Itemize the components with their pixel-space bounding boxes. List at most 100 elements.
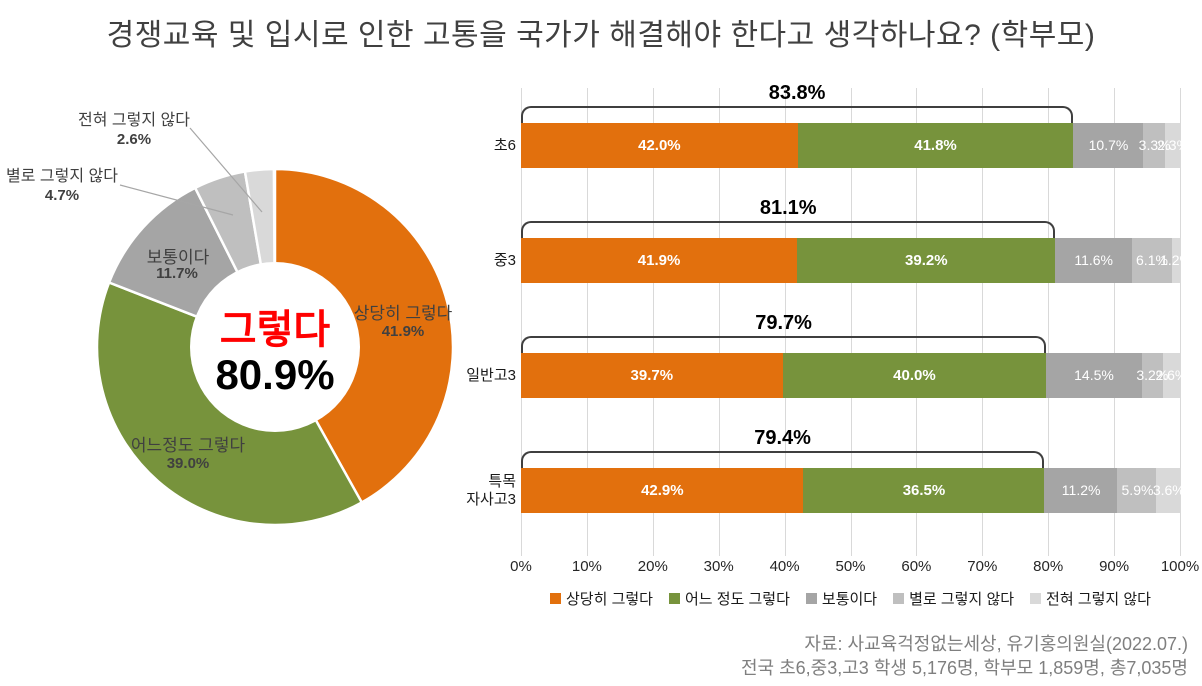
donut-value-strongly-disagree: 2.6%: [116, 131, 152, 148]
agree-total-label-0: 83.8%: [768, 82, 826, 104]
segment-label-2-3: 3.2%: [1136, 366, 1169, 383]
bar-segment-1-0: [521, 238, 798, 283]
bar-segment-1-4: [1172, 238, 1180, 283]
legend-item-4: 전혀 그렇지 않다: [1030, 588, 1151, 609]
bar-row-2: 39.7% 40.0% 14.5% 3.2% 2.6%: [521, 353, 1187, 398]
agree-total-label-2: 79.7%: [755, 312, 812, 334]
stacked-bar-chart: 0% 10% 20% 30% 40% 50% 60% 70% 80% 90% 100% 초6 83.8%…: [460, 80, 1202, 640]
legend-item-0: 상당히 그렇다: [550, 588, 653, 609]
axis-tick-30%: 30%: [703, 558, 734, 575]
gridline-100%: [1180, 88, 1181, 556]
segment-label-3-1: 36.5%: [902, 481, 946, 499]
segment-label-3-2: 11.2%: [1061, 481, 1101, 498]
gridline-20%: [652, 88, 654, 556]
segment-label-2-0: 39.7%: [630, 366, 674, 384]
donut-label-strongly-disagree: 전혀 그렇지 않다 2.6%: [74, 111, 194, 149]
bar-segment-0-0: [521, 123, 798, 168]
agree-total-bracket-2: [521, 336, 1047, 353]
segment-label-1-0: 41.9%: [637, 251, 681, 269]
axis-tick-60%: 60%: [901, 558, 932, 575]
bar-segment-3-1: [803, 468, 1044, 513]
axis-tick-0%: 0%: [510, 558, 532, 575]
segment-label-2-1: 40.0%: [893, 366, 936, 384]
bar-segment-3-3: [1117, 468, 1157, 513]
legend-label: 보통이다: [821, 591, 878, 608]
legend-label: 어느 정도 그렇다: [684, 591, 790, 608]
segment-label-3-3: 5.9%: [1121, 481, 1154, 498]
gridline-60%: [916, 88, 918, 556]
bar-segment-3-0: [521, 468, 804, 513]
donut-center-label: 그렇다: [219, 308, 331, 352]
segment-label-1-3: 6.1%: [1136, 251, 1168, 268]
axis-tick-70%: 70%: [967, 558, 998, 575]
legend: 상당히 그렇다 어느 정도 그렇다 보통이다 별로 그렇지 않다 전혀 그렇지 않다: [521, 588, 1180, 609]
bar-row-3: 42.9% 36.5% 11.2% 5.9% 3.6%: [521, 468, 1185, 513]
legend-item-1: 어느 정도 그렇다: [668, 588, 790, 609]
legend-label: 별로 그렇지 않다: [909, 591, 1015, 608]
bar-row-1: 41.9% 39.2% 11.6% 6.1% 1.2%: [521, 238, 1192, 283]
legend-item-3: 별로 그렇지 않다: [893, 588, 1014, 609]
agree-total-bracket-0: [521, 106, 1074, 123]
bar-segment-1-2: [1055, 238, 1132, 283]
segment-label-0-2: 10.7%: [1088, 136, 1129, 153]
segment-label-0-3: 3.3%: [1138, 136, 1171, 153]
bar-segment-1-1: [797, 238, 1056, 283]
source-line-1: 자료: 사교육걱정없는세상, 유기홍의원실(2022.07.): [804, 634, 1188, 654]
donut-value-somewhat-agree: 39.0%: [166, 455, 210, 472]
bar-segment-3-4: [1156, 468, 1181, 513]
segment-label-2-4: 2.6%: [1155, 366, 1188, 383]
donut-chart-svg: [95, 127, 455, 527]
leader-line-strongly-disagree: [189, 127, 263, 213]
legend-swatch-icon: [805, 593, 817, 604]
gridline-50%: [850, 88, 852, 556]
bar-segment-2-3: [1141, 353, 1163, 398]
legend-swatch-icon: [550, 593, 561, 604]
bar-segment-0-1: [797, 123, 1073, 168]
gridline-0%: [521, 88, 522, 556]
segment-label-0-0: 42.0%: [638, 136, 681, 154]
donut-label-strongly-disagree-text: 전혀 그렇지 않다: [78, 112, 190, 129]
axis-tick-80%: 80%: [1033, 558, 1064, 575]
bar-segment-0-3: [1143, 123, 1165, 168]
donut-hole: [190, 262, 360, 432]
donut-label-somewhat-disagree-text: 별로 그렇지 않다: [6, 168, 118, 185]
legend-label: 상당히 그렇다: [566, 591, 653, 608]
axis-tick-90%: 90%: [1099, 558, 1130, 575]
segment-label-0-1: 41.8%: [914, 136, 957, 154]
segment-label-3-0: 42.9%: [641, 481, 684, 499]
page-title: 경쟁교육 및 입시로 인한 고통을 국가가 해결해야 한다고 생각하나요? (학…: [106, 19, 1096, 52]
gridline-40%: [784, 88, 786, 556]
gridline-30%: [718, 88, 720, 556]
agree-total-bracket-1: [521, 221, 1056, 238]
axis-tick-50%: 50%: [835, 558, 866, 575]
source-line-2: 전국 초6,중3,고3 학생 5,176명, 학부모 1,859명, 총7,03…: [740, 658, 1188, 678]
legend-swatch-icon: [668, 593, 680, 604]
source-note: 자료: 사교육걱정없는세상, 유기홍의원실(2022.07.) 전국 초6,중3…: [741, 632, 1188, 680]
bar-segment-1-3: [1131, 238, 1173, 283]
gridline-10%: [586, 88, 588, 556]
bar-segment-2-4: [1162, 353, 1180, 398]
bar-segment-0-4: [1164, 123, 1181, 168]
legend-item-2: 보통이다: [805, 588, 878, 609]
bar-segment-2-0: [521, 353, 783, 398]
category-label-3: 특목 자사고3: [466, 472, 516, 508]
legend-label: 전혀 그렇지 않다: [1046, 591, 1151, 608]
category-label-1: 중3: [493, 251, 516, 269]
donut-value-somewhat-disagree: 4.7%: [44, 187, 80, 204]
segment-label-3-4: 3.6%: [1152, 481, 1185, 498]
bar-segment-2-2: [1046, 353, 1142, 398]
bar-segment-3-2: [1043, 468, 1118, 513]
donut-center-value: 80.9%: [215, 351, 335, 398]
legend-swatch-icon: [893, 593, 905, 604]
agree-total-bracket-3: [521, 451, 1045, 468]
bar-segment-0-2: [1072, 123, 1144, 168]
gridline-70%: [982, 88, 984, 556]
segment-label-0-4: 2.3%: [1157, 136, 1190, 153]
gridline-90%: [1114, 88, 1116, 556]
donut-label-somewhat-disagree: 별로 그렇지 않다 4.7%: [0, 167, 124, 205]
agree-total-label-1: 81.1%: [759, 197, 817, 219]
axis-tick-20%: 20%: [637, 558, 668, 575]
segment-label-1-4: 1.2%: [1160, 251, 1192, 268]
bar-row-0: 42.0% 41.8% 10.7% 3.3% 2.3%: [521, 123, 1189, 168]
